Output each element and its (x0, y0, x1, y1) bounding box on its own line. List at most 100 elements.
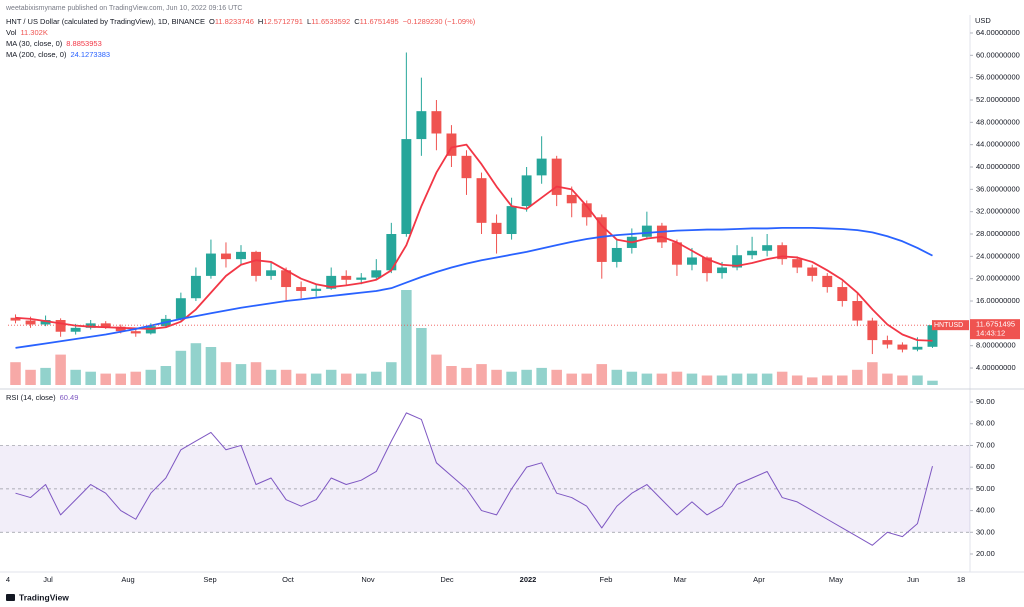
y-tick-label: 36.00000000 (976, 184, 1020, 193)
volume-bar (581, 373, 593, 385)
volume-bar (626, 371, 638, 385)
legend-part: 11.6751495 (360, 17, 399, 26)
volume-bar (340, 373, 352, 385)
y-tick-label: 16.00000000 (976, 296, 1020, 305)
candle-body (792, 259, 803, 268)
candle-body (807, 267, 818, 276)
volume-bar (461, 367, 472, 385)
volume-bar (641, 373, 653, 385)
x-tick-label: Sep (203, 575, 216, 584)
volume-bar (416, 328, 427, 385)
candle-body (777, 245, 788, 260)
volume-bar (596, 364, 608, 385)
volume-bar (371, 371, 382, 385)
y-tick-label: 4.00000000 (976, 363, 1016, 372)
volume-bar (220, 362, 232, 385)
volume-bar (566, 373, 577, 385)
volume-bar (671, 371, 683, 385)
x-tick-label: Oct (282, 575, 295, 584)
legend-part: 11.8233746 (215, 17, 254, 26)
candle-body (852, 301, 863, 321)
ma-legend: MA (30, close, 0) 8.8853953 (6, 39, 102, 48)
candle-body (296, 287, 307, 291)
legend-part: Vol (6, 28, 17, 37)
x-tick-label: Apr (753, 575, 765, 584)
candle-body (687, 257, 697, 265)
volume-bar (55, 354, 66, 385)
volume-bar (882, 373, 893, 385)
legend-part: 60.49 (60, 393, 79, 402)
candle-body (190, 275, 201, 299)
legend-part: HNT / US Dollar (calculated by TradingVi… (6, 17, 205, 26)
legend-part: C (354, 17, 360, 26)
y-tick-label: 8.00000000 (976, 341, 1016, 350)
legend-part: MA (30, close, 0) (6, 39, 63, 48)
y-tick-label: 32.00000000 (976, 207, 1020, 216)
y-tick-label: 40.00000000 (976, 162, 1020, 171)
candle-body (115, 326, 126, 332)
symbol-tag-label: HNTUSD (934, 322, 963, 329)
legend-part: 12.5712791 (263, 17, 303, 26)
candle-body (551, 158, 562, 195)
legend-part: 8.8853953 (66, 39, 101, 48)
y-tick-label: 24.00000000 (976, 251, 1020, 260)
legend-part: MA (200, close, 0) (6, 50, 67, 59)
legend-part: 11.6533592 (311, 17, 350, 26)
brand: TradingView (19, 592, 69, 602)
candle-body (461, 155, 472, 179)
candle-body (671, 242, 682, 265)
candle-body (25, 320, 36, 325)
candle-body (311, 288, 322, 291)
x-tick-label: Aug (121, 575, 134, 584)
legend-part: 11.302K (20, 28, 47, 37)
rsi-band (0, 445, 970, 533)
volume-bar (536, 367, 547, 385)
symbol-tag (932, 320, 969, 331)
countdown-label: 14:43:12 (976, 329, 1005, 338)
ma-legend: MA (200, close, 0) 24.1273383 (6, 50, 110, 59)
candle-body (341, 275, 352, 280)
y-tick-label: 20.00000000 (976, 274, 1020, 283)
volume-bar (476, 364, 487, 385)
volume-bar (701, 375, 713, 385)
candle-body (912, 346, 923, 350)
volume-bar (401, 290, 412, 385)
candle-body (40, 320, 51, 325)
y-tick-label: 70.00 (976, 440, 995, 449)
volume-bar (897, 375, 908, 385)
legend-part: 24.1273383 (70, 50, 110, 59)
x-tick-label: Jun (907, 575, 919, 584)
volume-bar (431, 354, 442, 385)
candle-body (566, 194, 577, 204)
x-tick-label: Mar (674, 575, 687, 584)
y-tick-label: 90.00 (976, 397, 995, 406)
volume-bar (190, 343, 202, 385)
candle-body (882, 340, 893, 345)
candle-body (175, 298, 186, 319)
x-tick-label: 2022 (520, 575, 537, 584)
candle-body (416, 111, 427, 140)
volume-bar (175, 350, 187, 385)
volume-bar (446, 366, 457, 385)
candle-body (581, 203, 592, 218)
volume-bar (521, 369, 532, 385)
candle-body (130, 331, 141, 334)
volume-bar (791, 375, 803, 385)
y-tick-label: 56.00000000 (976, 73, 1020, 82)
volume-bar (355, 373, 367, 385)
volume-bar (852, 369, 863, 385)
candle-body (596, 217, 607, 262)
candle-body (221, 253, 231, 260)
candle-body (205, 253, 216, 276)
volume-bar (927, 380, 938, 385)
candle-body (10, 317, 21, 321)
volume-bar (130, 371, 142, 385)
candle-body (236, 251, 246, 260)
volume-bar (731, 373, 743, 385)
candle-body (702, 257, 712, 274)
x-tick-label: Nov (361, 575, 375, 584)
volume-legend: Vol 11.302K (6, 28, 48, 37)
volume-bar (85, 371, 96, 385)
candle-body (281, 270, 292, 288)
volume-bar (25, 369, 36, 385)
